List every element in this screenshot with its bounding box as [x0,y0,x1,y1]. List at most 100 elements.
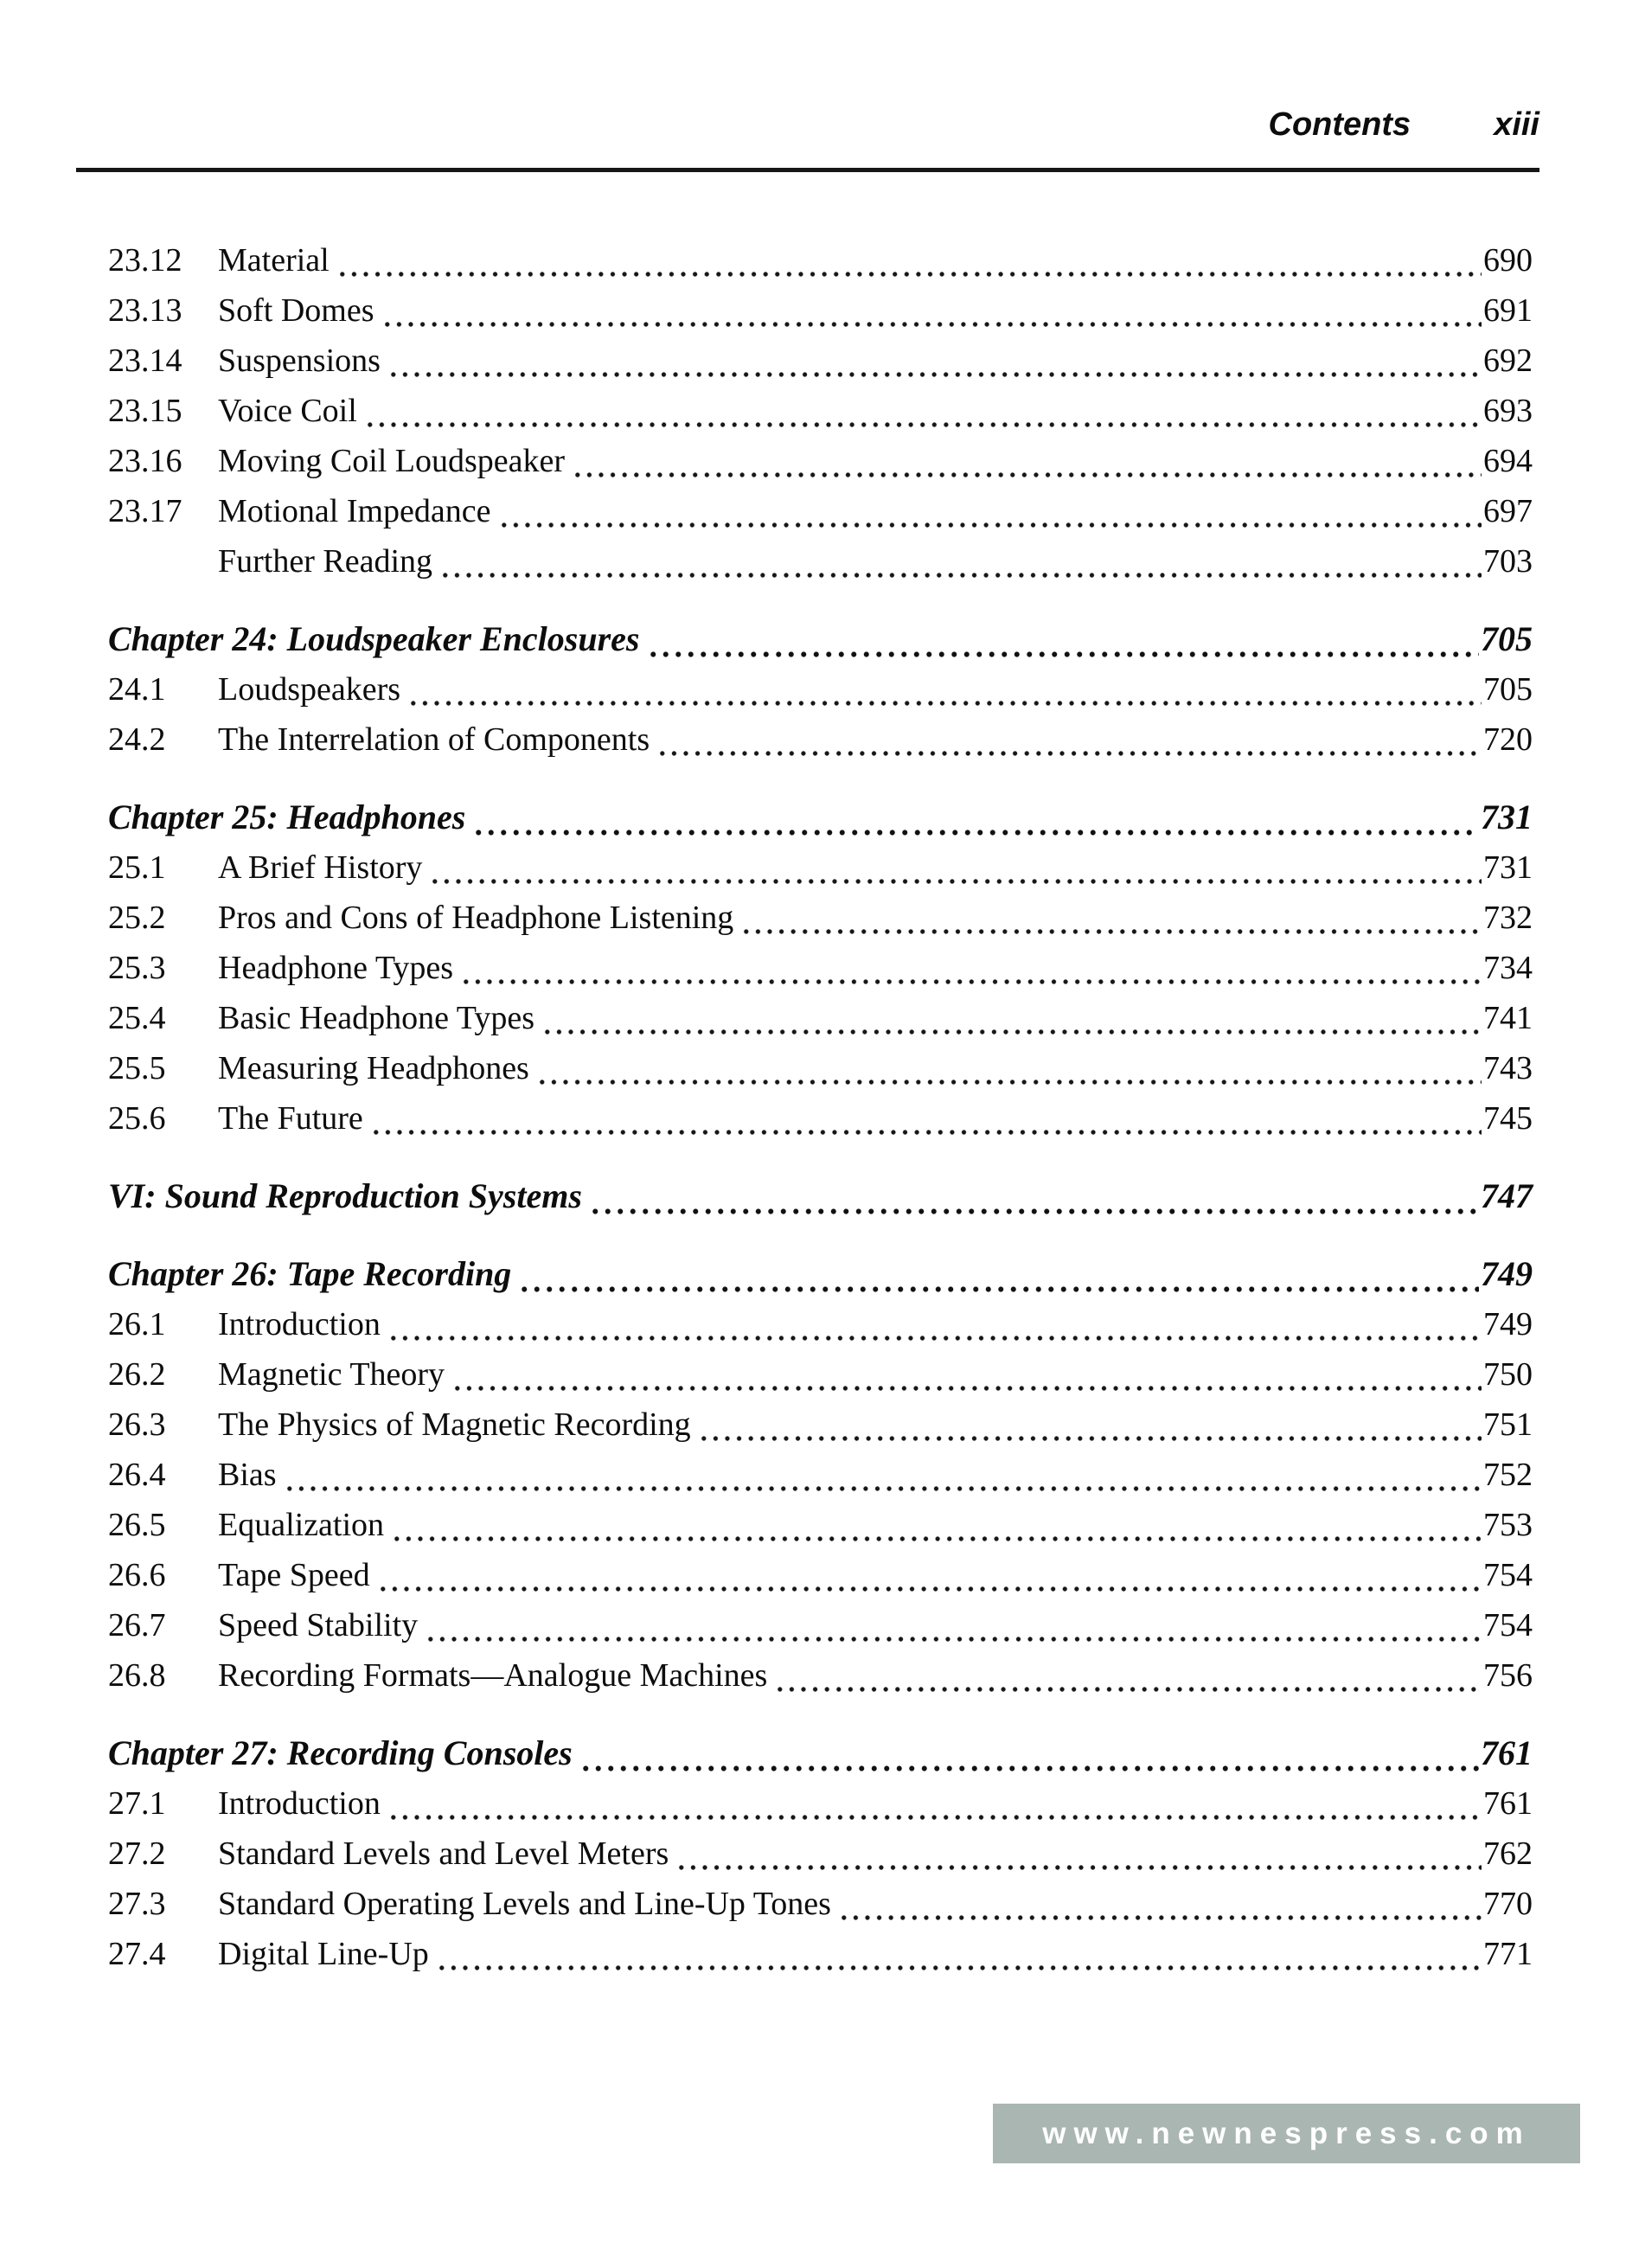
dot-leader [369,1093,1482,1144]
entry-page: 756 [1483,1657,1533,1694]
dot-leader [460,943,1482,993]
dot-leader [376,1550,1482,1600]
entry-number: 25.3 [108,950,166,986]
entry-number: 26.8 [108,1657,166,1694]
entry-title: Magnetic Theory [218,1356,445,1393]
toc-entry-row: 26.4 Bias 752 [108,1450,1533,1500]
dot-leader [646,614,1479,664]
dot-leader [336,235,1482,285]
entry-title: Recording Formats—Analogue Machines [218,1657,768,1694]
toc-entry-row: 26.7 Speed Stability 754 [108,1600,1533,1650]
entry-title: Introduction [218,1785,381,1822]
entry-page: 762 [1483,1836,1533,1872]
entry-page: 705 [1483,671,1533,708]
toc-entry-row: 26.6 Tape Speed 754 [108,1550,1533,1600]
dot-leader [518,1249,1479,1299]
entry-title: Introduction [218,1306,381,1342]
entry-title: Speed Stability [218,1607,419,1643]
entry-number: 25.6 [108,1100,166,1137]
entry-page: 705 [1481,619,1533,658]
entry-page: 751 [1483,1406,1533,1443]
entry-title: Standard Operating Levels and Line-Up To… [218,1886,831,1922]
entry-title: Tape Speed [218,1557,370,1593]
entry-page: 745 [1483,1100,1533,1137]
entry-number: 27.3 [108,1886,166,1922]
entry-number: 23.16 [108,443,182,479]
entry-number: 26.6 [108,1557,166,1593]
toc-section: Chapter 27: Recording Consoles 761 27.1 Int… [108,1728,1533,1979]
entry-number: 23.15 [108,393,182,429]
dot-leader [451,1349,1482,1400]
toc-entry-row: 25.6 The Future 745 [108,1093,1533,1144]
entry-page: 754 [1483,1557,1533,1593]
toc-chapter-row: Chapter 24: Loudspeaker Enclosures 705 [108,614,1533,664]
toc-entry-row: 27.1 Introduction 761 [108,1778,1533,1829]
dot-leader [425,1600,1482,1650]
toc-entry-row: 23.17 Motional Impedance 697 [108,486,1533,536]
toc-entry-row: 25.1 A Brief History 731 [108,842,1533,893]
entry-number: 26.7 [108,1607,166,1643]
toc-entry-row: 24.2 The Interrelation of Components 720 [108,714,1533,765]
heading-title: Chapter 26: Tape Recording [108,1254,512,1293]
contents-header: Contents [1268,106,1411,143]
entry-number: 23.13 [108,292,182,329]
entry-number: 23.17 [108,493,182,529]
dot-leader [675,1829,1482,1879]
dot-leader [497,486,1482,536]
entry-number: 24.2 [108,721,166,758]
dot-leader [588,1171,1479,1221]
entry-page: 720 [1483,721,1533,758]
entry-title: Material [218,242,330,279]
entry-number: 23.12 [108,242,182,279]
entry-page: 697 [1483,493,1533,529]
entry-page: 752 [1483,1457,1533,1493]
entry-page: 734 [1483,950,1533,986]
entry-page: 753 [1483,1507,1533,1543]
toc-entry-row: Further Reading 703 [108,536,1533,586]
entry-number: 26.2 [108,1356,166,1393]
entry-page: 770 [1483,1886,1533,1922]
dot-leader [407,664,1482,714]
entry-page: 691 [1483,292,1533,329]
entry-page: 750 [1483,1356,1533,1393]
publisher-url-bar: www.newnespress.com [993,2104,1580,2163]
entry-page: 690 [1483,242,1533,279]
dot-leader [740,893,1482,943]
toc-entry-row: 25.2 Pros and Cons of Headphone Listening… [108,893,1533,943]
entry-title: Loudspeakers [218,671,401,708]
entry-page: 741 [1483,1000,1533,1036]
toc-entry-row: 25.5 Measuring Headphones 743 [108,1043,1533,1093]
toc-chapter-row: Chapter 27: Recording Consoles 761 [108,1728,1533,1778]
entry-number: 25.4 [108,1000,166,1036]
page-number-roman: xiii [1494,106,1539,143]
entry-title: Motional Impedance [218,493,491,529]
dot-leader [381,285,1482,336]
toc-part-row: VI: Sound Reproduction Systems 747 [108,1171,1533,1221]
entry-page: 761 [1481,1733,1533,1772]
entry-title: The Physics of Magnetic Recording [218,1406,691,1443]
dot-leader [387,336,1482,386]
toc-entry-row: 23.12 Material 690 [108,235,1533,285]
entry-page: 732 [1483,900,1533,936]
toc-section: Chapter 25: Headphones 731 25.1 A Brief His… [108,792,1533,1144]
toc-entry-row: 24.1 Loudspeakers 705 [108,664,1533,714]
toc-entry-row: 27.2 Standard Levels and Level Meters 762 [108,1829,1533,1879]
toc-entry-row: 26.1 Introduction 749 [108,1299,1533,1349]
dot-leader [837,1879,1482,1929]
heading-title: Chapter 25: Headphones [108,798,466,836]
toc-section: 23.12 Material 690 23.13 Soft Domes 691 23.14 S… [108,235,1533,586]
heading-title: VI: Sound Reproduction Systems [108,1176,582,1215]
entry-title: Suspensions [218,343,381,379]
entry-title: Pros and Cons of Headphone Listening [218,900,734,936]
dot-leader [535,1043,1482,1093]
entry-title: Bias [218,1457,277,1493]
toc-entry-row: 25.3 Headphone Types 734 [108,943,1533,993]
dot-leader [439,536,1482,586]
entry-number: 26.3 [108,1406,166,1443]
toc-chapter-row: Chapter 26: Tape Recording 749 [108,1249,1533,1299]
entry-title: Measuring Headphones [218,1050,529,1086]
entry-title: The Interrelation of Components [218,721,650,758]
toc-entry-row: 23.13 Soft Domes 691 [108,285,1533,336]
dot-leader [572,436,1482,486]
